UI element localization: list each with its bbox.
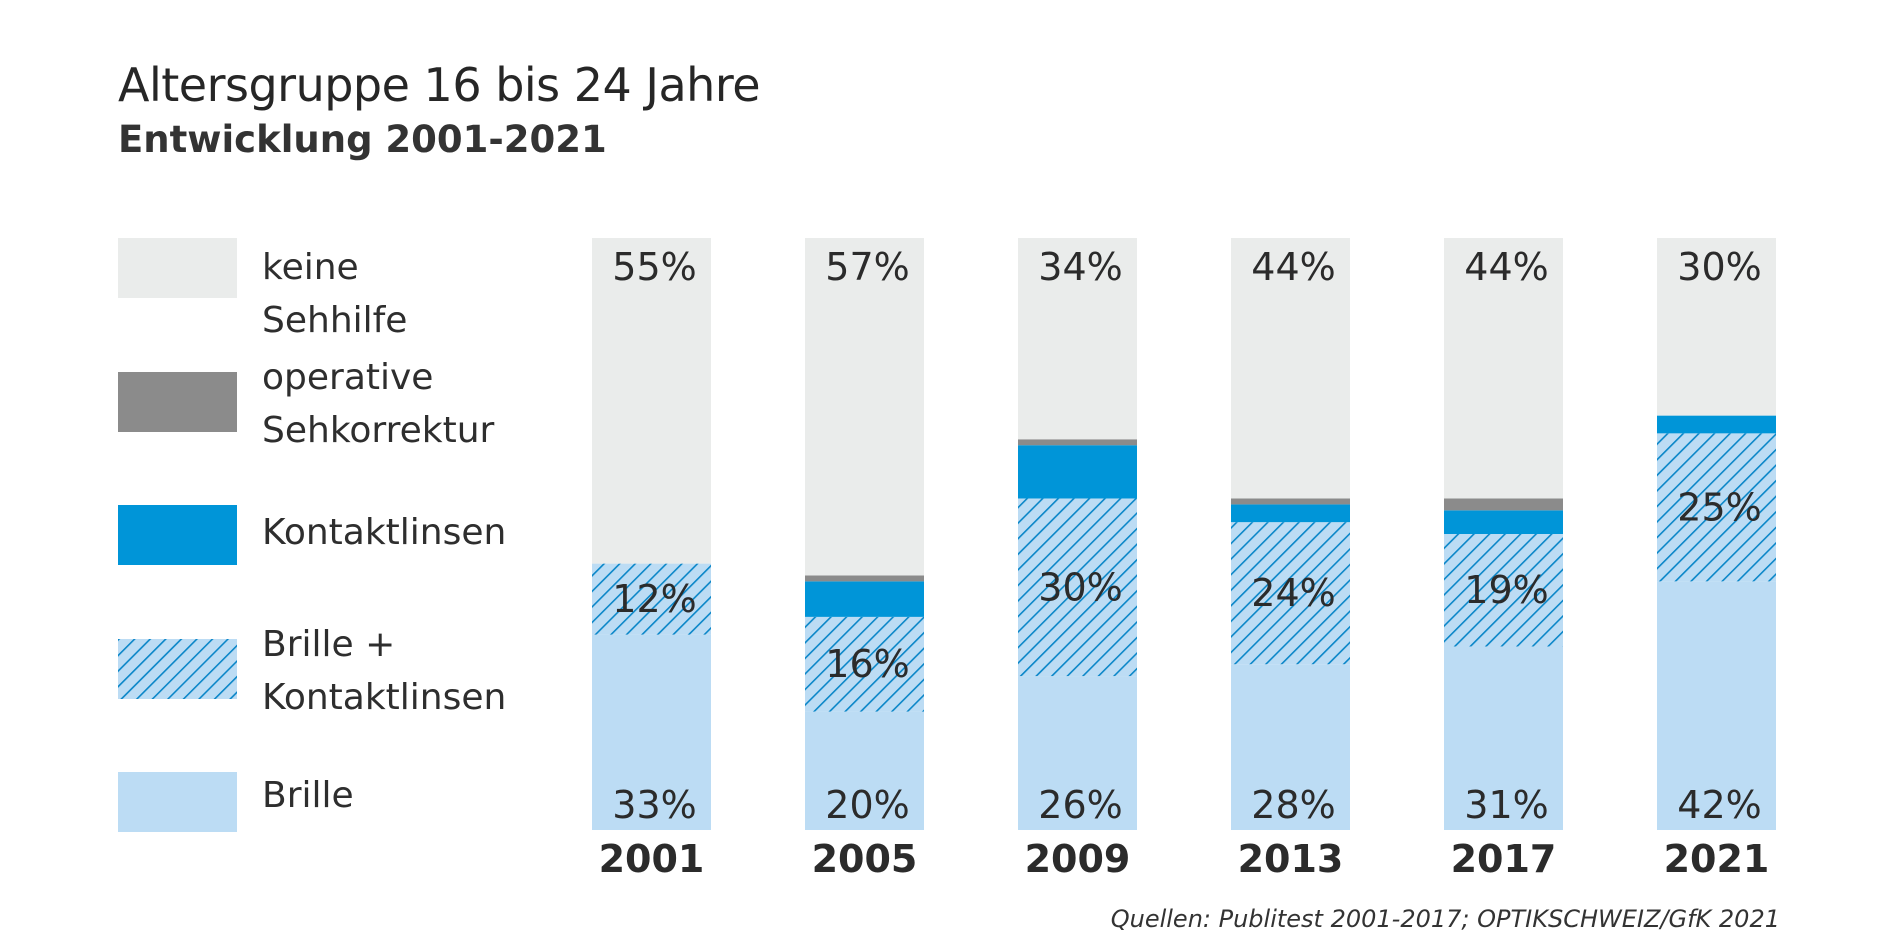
x-tick-label-2001: 2001 [599,837,705,881]
source-note: Quellen: Publitest 2001-2017; OPTIKSCHWE… [1110,905,1780,933]
bar-segment-brille-2017 [1444,646,1563,830]
x-tick-label-2021: 2021 [1664,837,1770,881]
data-label-brille-2001: 33% [612,783,696,827]
x-tick-label-2013: 2013 [1238,837,1344,881]
data-label-keine-sehhilfe-2005: 57% [825,245,909,289]
bar-segment-brille-2001 [592,634,711,830]
bar-segment-brille-kontaktlinsen-2013 [1231,522,1350,665]
data-label-brille-2017: 31% [1464,783,1548,827]
data-label-brille-2009: 26% [1038,783,1122,827]
data-label-keine-sehhilfe-2017: 44% [1464,245,1548,289]
bar-segment-keine-sehhilfe-2009 [1018,238,1137,440]
data-label-keine-sehhilfe-2001: 55% [612,245,696,289]
bar-segment-kontaktlinsen-2009 [1018,445,1137,499]
bar-segment-brille-2021 [1657,581,1776,830]
bar-segment-kontaktlinsen-2021 [1657,415,1776,434]
bar-segment-kontaktlinsen-2013 [1231,504,1350,523]
bar-segment-kontaktlinsen-2017 [1444,510,1563,534]
legend-swatch-brille [118,772,237,832]
chart-title: Altersgruppe 16 bis 24 Jahre [118,58,761,112]
bar-segment-keine-sehhilfe-2001 [592,238,711,564]
bar-segment-operative-sehkorrektur-2009 [1018,439,1137,446]
data-label-brille-kontaktlinsen-2021: 25% [1677,485,1761,529]
bar-segment-keine-sehhilfe-2013 [1231,238,1350,499]
bar-segment-keine-sehhilfe-2005 [805,238,924,576]
legend-label-brille: Brille [262,775,354,816]
data-label-brille-2021: 42% [1677,783,1761,827]
x-tick-label-2009: 2009 [1025,837,1131,881]
data-label-keine-sehhilfe-2021: 30% [1677,245,1761,289]
legend-label-kontaktlinsen: Kontaktlinsen [262,512,507,553]
bar-segment-brille-2005 [805,711,924,830]
bar-segment-brille-kontaktlinsen-2017 [1444,534,1563,647]
x-tick-label-2017: 2017 [1451,837,1557,881]
bar-segment-brille-kontaktlinsen-2021 [1657,433,1776,582]
data-label-brille-kontaktlinsen-2009: 30% [1038,565,1122,609]
bar-segment-brille-kontaktlinsen-2009 [1018,498,1137,677]
legend-swatch-kontaktlinsen [118,505,237,565]
bar-segment-operative-sehkorrektur-2005 [805,575,924,582]
data-label-brille-2005: 20% [825,783,909,827]
data-label-brille-kontaktlinsen-2001: 12% [612,577,696,621]
bar-segment-brille-kontaktlinsen-2005 [805,616,924,712]
chart-subtitle: Entwicklung 2001-2021 [118,118,607,161]
labels-group: 33% 12% 55% 2001 20% 16% 57% 2005 26% 30% 34% 2009 2… [599,245,1770,881]
legend-swatch-operative-sehkorrektur [118,372,237,432]
data-label-keine-sehhilfe-2013: 44% [1251,245,1335,289]
data-label-keine-sehhilfe-2009: 34% [1038,245,1122,289]
bar-segment-keine-sehhilfe-2017 [1444,238,1563,499]
legend-label-brille-kontaktlinsen: Brille + Kontaktlinsen [262,624,507,718]
legend-label-keine-sehhilfe: keine Sehhilfe [262,247,408,341]
bar-segment-kontaktlinsen-2005 [805,581,924,617]
x-tick-label-2005: 2005 [812,837,918,881]
bar-segment-brille-kontaktlinsen-2001 [592,563,711,635]
legend-swatch-brille-kontaktlinsen [118,639,237,699]
bars-group [592,238,1776,830]
data-label-brille-kontaktlinsen-2017: 19% [1464,568,1548,612]
data-label-brille-kontaktlinsen-2013: 24% [1251,571,1335,615]
data-label-brille-kontaktlinsen-2005: 16% [825,642,909,686]
bar-segment-brille-2009 [1018,676,1137,830]
bar-segment-keine-sehhilfe-2021 [1657,238,1776,416]
bar-segment-operative-sehkorrektur-2013 [1231,498,1350,505]
bar-segment-operative-sehkorrektur-2017 [1444,498,1563,511]
bar-segment-brille-2013 [1231,664,1350,830]
data-label-brille-2013: 28% [1251,783,1335,827]
legend-swatch-keine-sehhilfe [118,238,237,298]
legend-label-operative-sehkorrektur: operative Sehkorrektur [262,357,495,451]
